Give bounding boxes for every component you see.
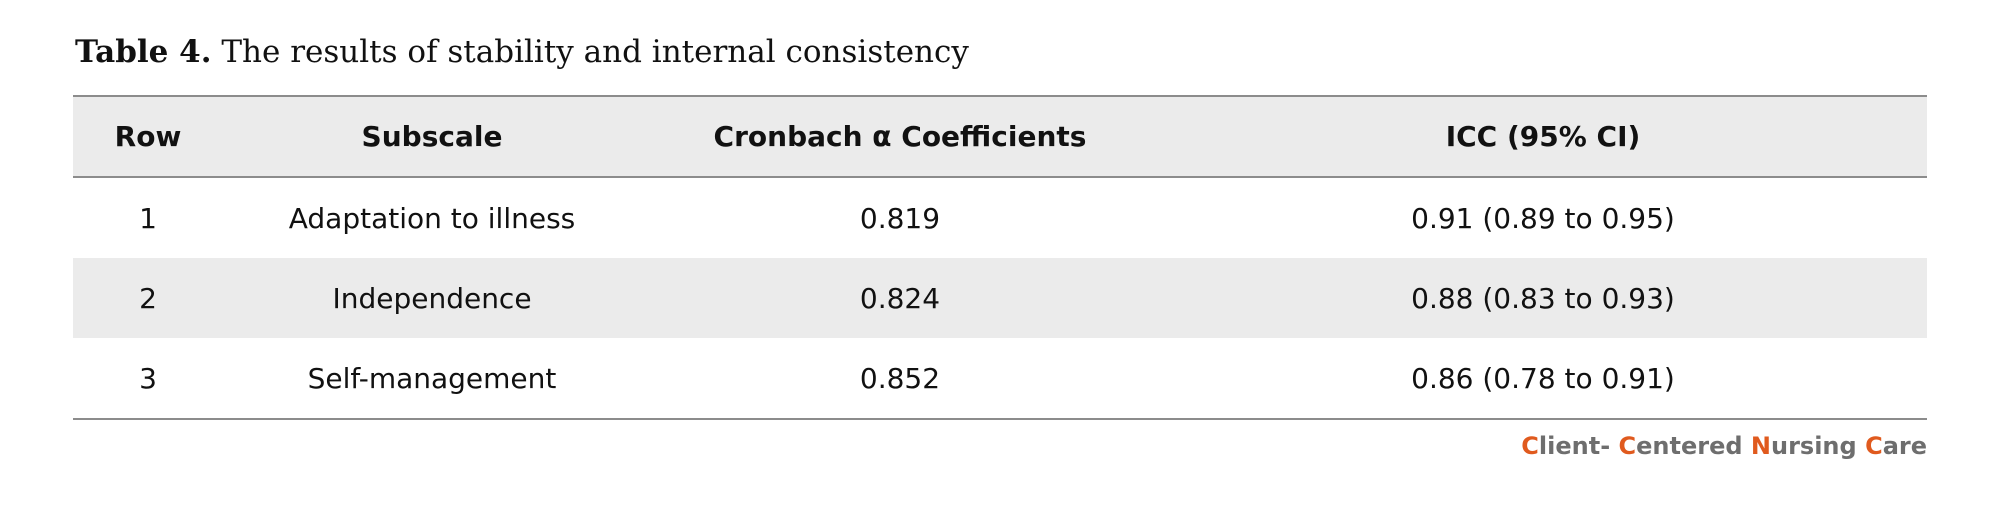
table-caption: Table 4. The results of stability and in… — [75, 34, 969, 70]
table-row: 1 Adaptation to illness 0.819 0.91 (0.89… — [73, 177, 1927, 258]
journal-logo-part: are — [1882, 432, 1927, 460]
header-icc: ICC (95% CI) — [1445, 120, 1641, 153]
header-subscale: Subscale — [361, 120, 503, 153]
table-row: 2 Independence 0.824 0.88 (0.83 to 0.93) — [73, 258, 1927, 338]
journal-logo-part: C — [1521, 432, 1539, 460]
journal-logo-part: C — [1865, 432, 1883, 460]
results-table: Row Subscale Cronbach α Coefficients ICC… — [73, 95, 1927, 420]
table-caption-text: The results of stability and internal co… — [211, 34, 969, 70]
header-cronbach-alpha: Cronbach α Coefficients — [713, 120, 1087, 153]
cell-subscale: Independence — [332, 281, 532, 315]
cell-icc: 0.86 (0.78 to 0.91) — [1411, 361, 1675, 395]
cell-icc: 0.88 (0.83 to 0.93) — [1411, 281, 1675, 315]
cell-cronbach-alpha: 0.852 — [859, 361, 941, 395]
results-table-container: Row Subscale Cronbach α Coefficients ICC… — [73, 95, 1927, 420]
cell-row-number: 3 — [139, 361, 157, 395]
table-body: 1 Adaptation to illness 0.819 0.91 (0.89… — [73, 177, 1927, 419]
cell-cronbach-alpha: 0.824 — [859, 281, 941, 315]
journal-logo-part: C — [1618, 432, 1637, 460]
journal-logo-part: N — [1750, 432, 1771, 460]
table-caption-label: Table 4. — [75, 34, 212, 70]
cell-subscale: Self-management — [307, 361, 557, 395]
table-header: Row Subscale Cronbach α Coefficients ICC… — [73, 96, 1927, 177]
header-row: Row Subscale Cronbach α Coefficients ICC… — [73, 96, 1927, 177]
journal-logo-part: ursing — [1771, 432, 1866, 460]
cell-icc: 0.91 (0.89 to 0.95) — [1411, 201, 1675, 235]
table-row: 3 Self-management 0.852 0.86 (0.78 to 0.… — [73, 338, 1927, 419]
cell-subscale: Adaptation to illness — [288, 201, 576, 235]
journal-logo-part: lient- — [1538, 432, 1619, 460]
cell-row-number: 1 — [139, 201, 157, 235]
cell-row-number: 2 — [139, 281, 157, 315]
journal-logo: Client- Centered Nursing Care — [1521, 432, 1927, 460]
journal-logo-part: entered — [1636, 432, 1751, 460]
header-row-number: Row — [114, 120, 182, 153]
cell-cronbach-alpha: 0.819 — [859, 201, 941, 235]
